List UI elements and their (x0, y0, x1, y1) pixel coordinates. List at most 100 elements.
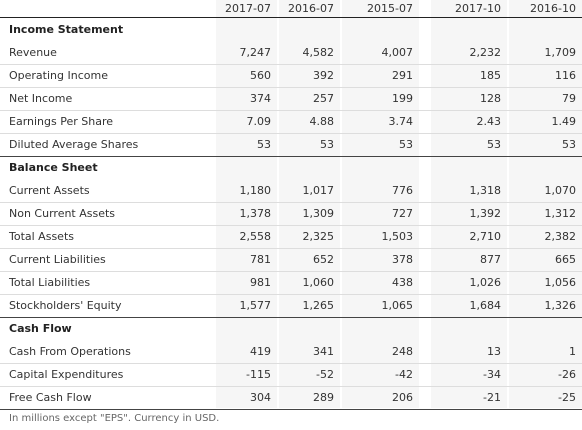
table-cell: 1,684 (469, 299, 502, 312)
table-header: 2017-07 2016-07 2015-07 2017-10 2016-10 (0, 0, 582, 18)
table-cell: 79 (562, 92, 576, 105)
row-label: Non Current Assets (9, 207, 116, 220)
column-background (431, 0, 507, 408)
row-label: Capital Expenditures (9, 368, 124, 381)
table-cell: 877 (480, 253, 501, 266)
table-cell: 291 (392, 69, 413, 82)
column-header: 2015-07 (367, 2, 413, 15)
table-cell: 1,065 (381, 299, 414, 312)
table-cell: 4,007 (381, 46, 414, 59)
table-cell: 781 (250, 253, 271, 266)
table-cell: 53 (320, 138, 334, 151)
table-cell: 199 (392, 92, 413, 105)
table-cell: 374 (250, 92, 271, 105)
column-background (342, 0, 419, 408)
row-label: Net Income (9, 92, 73, 105)
table-cell: -21 (483, 391, 501, 404)
column-background (279, 0, 340, 408)
table-cell: 1,017 (302, 184, 335, 197)
table-cell: 13 (487, 345, 501, 358)
table-cell: -26 (558, 368, 576, 381)
section-title: Balance Sheet (9, 161, 98, 174)
table-cell: -115 (246, 368, 271, 381)
table-row: Capital Expenditures -115 -52 -42 -34 -2… (0, 363, 582, 387)
table-cell: 438 (392, 276, 413, 289)
table-cell: 1,326 (544, 299, 577, 312)
table-cell: 185 (480, 69, 501, 82)
column-background (509, 0, 582, 408)
table-row: Current Assets 1,180 1,017 776 1,318 1,0… (0, 179, 582, 203)
table-row: Diluted Average Shares 53 53 53 53 53 (0, 133, 582, 157)
column-header: 2016-07 (288, 2, 334, 15)
table-cell: 1,309 (302, 207, 335, 220)
table-cell: 776 (392, 184, 413, 197)
column-header: 2016-10 (530, 2, 576, 15)
row-label: Operating Income (9, 69, 108, 82)
table-cell: 304 (250, 391, 271, 404)
table-cell: 1,060 (302, 276, 335, 289)
table-cell: 116 (555, 69, 576, 82)
section-header-balance-sheet: Balance Sheet (0, 156, 582, 179)
column-header: 2017-10 (455, 2, 501, 15)
table-cell: 665 (555, 253, 576, 266)
row-label: Earnings Per Share (9, 115, 114, 128)
row-label: Total Liabilities (9, 276, 91, 289)
table-cell: 53 (487, 138, 501, 151)
row-label: Total Assets (9, 230, 74, 243)
row-label: Cash From Operations (9, 345, 131, 358)
footnote: In millions except "EPS". Currency in US… (9, 413, 220, 424)
table-cell: 2,325 (302, 230, 335, 243)
table-cell: 289 (313, 391, 334, 404)
table-row: Cash From Operations 419 341 248 13 1 (0, 340, 582, 364)
table-cell: 341 (313, 345, 334, 358)
row-label: Current Liabilities (9, 253, 106, 266)
section-title: Cash Flow (9, 322, 72, 335)
table-cell: 7,247 (239, 46, 272, 59)
table-cell: 419 (250, 345, 271, 358)
table-cell: 1,503 (381, 230, 414, 243)
table-cell: 2,232 (469, 46, 502, 59)
table-row: Non Current Assets 1,378 1,309 727 1,392… (0, 202, 582, 226)
table-cell: 1,378 (239, 207, 272, 220)
table-cell: 1,312 (544, 207, 577, 220)
table-cell: -52 (316, 368, 334, 381)
table-cell: 3.74 (388, 115, 414, 128)
table-row: Free Cash Flow 304 289 206 -21 -25 (0, 386, 582, 410)
table-cell: 53 (257, 138, 271, 151)
table-cell: 53 (562, 138, 576, 151)
table-cell: 981 (250, 276, 271, 289)
table-cell: 2,710 (469, 230, 502, 243)
table-cell: 53 (399, 138, 413, 151)
table-cell: 257 (313, 92, 334, 105)
table-cell: -25 (558, 391, 576, 404)
row-label: Stockholders' Equity (9, 299, 122, 312)
row-label: Revenue (9, 46, 57, 59)
table-cell: 1,070 (544, 184, 577, 197)
table-cell: 1,392 (469, 207, 502, 220)
table-cell: 1,577 (239, 299, 272, 312)
table-cell: 392 (313, 69, 334, 82)
table-row: Revenue 7,247 4,582 4,007 2,232 1,709 (0, 41, 582, 65)
table-cell: 128 (480, 92, 501, 105)
table-row: Total Liabilities 981 1,060 438 1,026 1,… (0, 271, 582, 295)
section-header-income-statement: Income Statement (0, 18, 582, 41)
table-cell: 4,582 (302, 46, 335, 59)
table-cell: 1.49 (551, 115, 577, 128)
table-cell: 2,558 (239, 230, 272, 243)
column-header: 2017-07 (225, 2, 271, 15)
table-cell: 1 (569, 345, 576, 358)
row-label: Diluted Average Shares (9, 138, 139, 151)
table-cell: 1,265 (302, 299, 335, 312)
table-row: Operating Income 560 392 291 185 116 (0, 64, 582, 88)
table-cell: 7.09 (246, 115, 272, 128)
table-row: Stockholders' Equity 1,577 1,265 1,065 1… (0, 294, 582, 318)
table-cell: 1,318 (469, 184, 502, 197)
table-cell: 2.43 (476, 115, 502, 128)
table-cell: -42 (395, 368, 413, 381)
table-cell: 248 (392, 345, 413, 358)
table-cell: 560 (250, 69, 271, 82)
table-cell: 4.88 (309, 115, 335, 128)
table-cell: 1,026 (469, 276, 502, 289)
table-cell: 652 (313, 253, 334, 266)
row-label: Free Cash Flow (9, 391, 92, 404)
